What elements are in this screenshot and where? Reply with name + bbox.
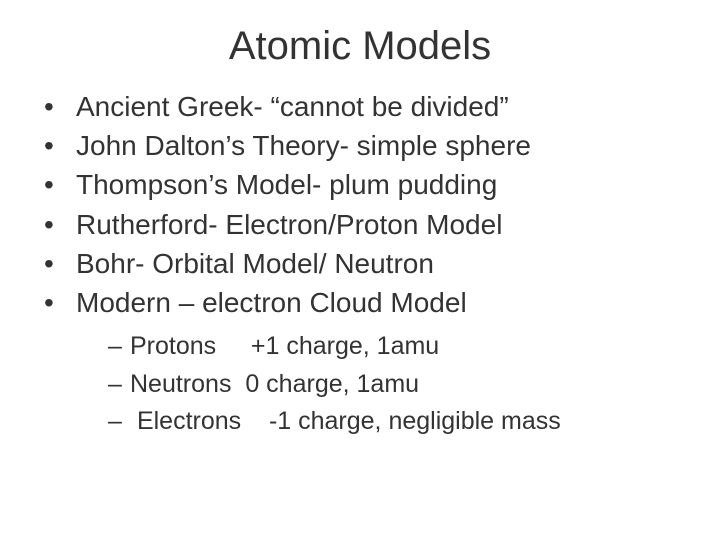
list-item: • Ancient Greek- “cannot be divided”	[40, 87, 680, 126]
sub-list-item: – Electrons -1 charge, negligible mass	[108, 403, 680, 441]
list-item: • Bohr- Orbital Model/ Neutron	[40, 244, 680, 283]
list-item: • John Dalton’s Theory- simple sphere	[40, 126, 680, 165]
bullet-icon: •	[40, 244, 76, 283]
bullet-icon: •	[40, 283, 76, 322]
sub-list-item: – Neutrons 0 charge, 1amu	[108, 366, 680, 404]
bullet-icon: •	[40, 87, 76, 126]
list-item: • Rutherford- Electron/Proton Model	[40, 205, 680, 244]
list-item-text: Bohr- Orbital Model/ Neutron	[76, 244, 680, 283]
main-list: • Ancient Greek- “cannot be divided” • J…	[40, 87, 680, 322]
page-title: Atomic Models	[40, 24, 680, 69]
dash-icon: –	[108, 403, 130, 441]
sub-list-item-text: Electrons -1 charge, negligible mass	[130, 403, 680, 441]
list-item-text: John Dalton’s Theory- simple sphere	[76, 126, 680, 165]
list-item: • Modern – electron Cloud Model	[40, 283, 680, 322]
bullet-icon: •	[40, 205, 76, 244]
dash-icon: –	[108, 328, 130, 366]
bullet-icon: •	[40, 165, 76, 204]
dash-icon: –	[108, 366, 130, 404]
sub-list: – Protons +1 charge, 1amu – Neutrons 0 c…	[40, 328, 680, 441]
list-item-text: Thompson’s Model- plum pudding	[76, 165, 680, 204]
list-item-text: Ancient Greek- “cannot be divided”	[76, 87, 680, 126]
sub-list-item: – Protons +1 charge, 1amu	[108, 328, 680, 366]
sub-list-item-text: Neutrons 0 charge, 1amu	[130, 366, 680, 404]
list-item-text: Modern – electron Cloud Model	[76, 283, 680, 322]
sub-list-item-text: Protons +1 charge, 1amu	[130, 328, 680, 366]
bullet-icon: •	[40, 126, 76, 165]
list-item: • Thompson’s Model- plum pudding	[40, 165, 680, 204]
list-item-text: Rutherford- Electron/Proton Model	[76, 205, 680, 244]
